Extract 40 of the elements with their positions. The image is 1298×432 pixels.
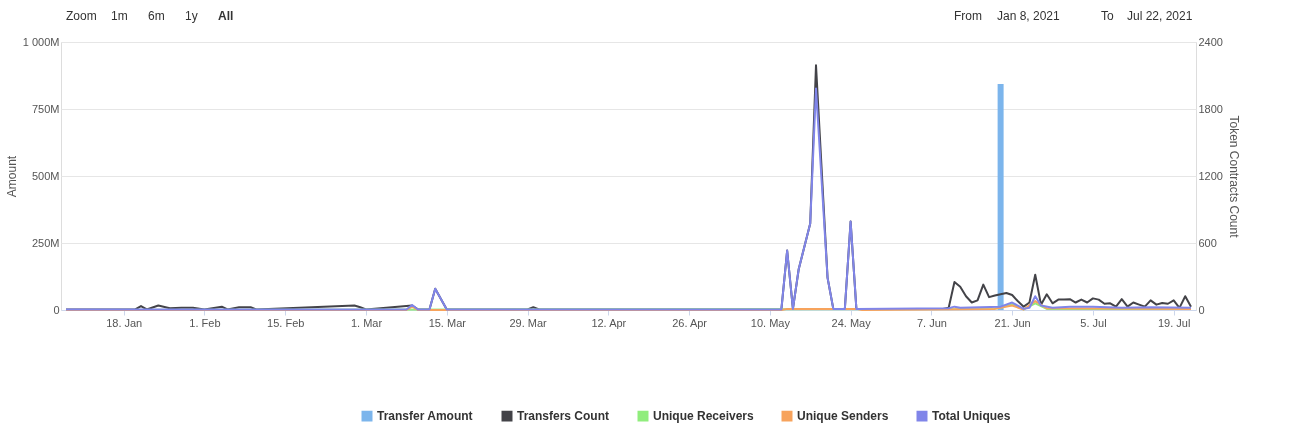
text: All: [218, 9, 234, 23]
text: To: [1101, 9, 1114, 23]
legend-label: Unique Receivers: [653, 409, 755, 424]
x-tick-label: 29. Mar: [509, 316, 548, 329]
x-tick-label: 1. Mar: [350, 316, 383, 329]
text: Zoom: [66, 9, 97, 23]
x-tick-label: 12. Apr: [591, 316, 627, 329]
x-tick-label: 19. Jul: [1157, 316, 1191, 329]
text: 1m: [111, 9, 128, 23]
x-tick-label: 15. Mar: [428, 316, 467, 329]
x-tick-label: 15. Feb: [267, 316, 305, 329]
x-tick-label: 26. Apr: [672, 316, 708, 329]
y2-axis-title: Token Contracts Count: [1226, 115, 1241, 239]
legend-label: Total Uniques: [932, 409, 1011, 424]
text: From: [954, 9, 982, 23]
legend-label: Transfer Amount: [377, 409, 473, 424]
legend-label: Transfers Count: [517, 409, 610, 424]
y2-tick-label: 2400: [1198, 35, 1223, 48]
x-tick-label: 18. Jan: [106, 316, 143, 329]
text: Jul 22, 2021: [1127, 9, 1193, 23]
y2-tick-label: 600: [1198, 236, 1217, 249]
text: 6m: [148, 9, 165, 23]
x-tick-label: 1. Feb: [189, 316, 221, 329]
y-axis-title: Amount: [4, 155, 19, 198]
y-tick-label: 750M: [31, 102, 60, 115]
y2-tick-label: 0: [1198, 303, 1205, 316]
y-tick-label: 0: [53, 303, 60, 316]
y2-tick-label: 1200: [1198, 169, 1223, 182]
x-tick-label: 24. May: [831, 316, 872, 329]
x-tick-label: 10. May: [750, 316, 791, 329]
x-tick-label: 21. Jun: [994, 316, 1031, 329]
text: Jan 8, 2021: [997, 9, 1061, 23]
legend-label: Unique Senders: [797, 409, 889, 424]
y-tick-label: 250M: [31, 236, 60, 249]
x-tick-label: 7. Jun: [916, 316, 947, 329]
x-tick-label: 5. Jul: [1080, 316, 1107, 329]
text: 1y: [185, 9, 198, 23]
y-tick-label: 1 000M: [22, 35, 60, 48]
y-tick-label: 500M: [31, 169, 60, 182]
y2-tick-label: 1800: [1198, 102, 1223, 115]
